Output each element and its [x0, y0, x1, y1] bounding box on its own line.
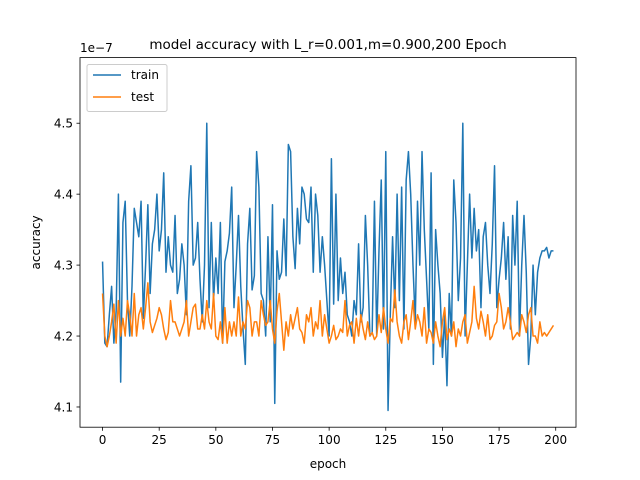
x-tick-label: 125	[374, 433, 397, 447]
x-tick-label: 0	[99, 433, 107, 447]
legend-label-test: test	[131, 90, 154, 104]
legend-label-train: train	[131, 68, 159, 82]
plot-frame	[79, 57, 577, 428]
x-tick-label: 200	[544, 433, 567, 447]
x-tick-label: 50	[208, 433, 223, 447]
x-tick-label: 25	[152, 433, 167, 447]
legend-box	[86, 64, 168, 112]
x-tick-label: 75	[265, 433, 280, 447]
x-axis-ticks: 0 25 50 75 100 125 150 175 200	[99, 427, 567, 447]
x-tick-label: 100	[318, 433, 341, 447]
y-offset-label: 1e−7	[80, 41, 113, 55]
series-layer	[101, 122, 555, 412]
y-axis-label: accuracy	[29, 215, 43, 269]
y-tick-label: 4.4	[54, 187, 73, 201]
x-tick-label: 150	[431, 433, 454, 447]
y-tick-label: 4.3	[54, 258, 73, 272]
chart-title: model accuracy with L_r=0.001,m=0.900,20…	[149, 37, 506, 53]
x-tick-label: 175	[488, 433, 511, 447]
x-axis-label: epoch	[310, 457, 347, 471]
y-axis-ticks: 4.1 4.2 4.3 4.4 4.5	[54, 117, 80, 414]
y-tick-label: 4.5	[54, 117, 73, 131]
series-line-test	[101, 282, 555, 351]
series-line-train	[101, 122, 554, 412]
legend: train test	[86, 64, 168, 112]
y-tick-label: 4.1	[54, 400, 73, 414]
y-tick-label: 4.2	[54, 329, 73, 343]
